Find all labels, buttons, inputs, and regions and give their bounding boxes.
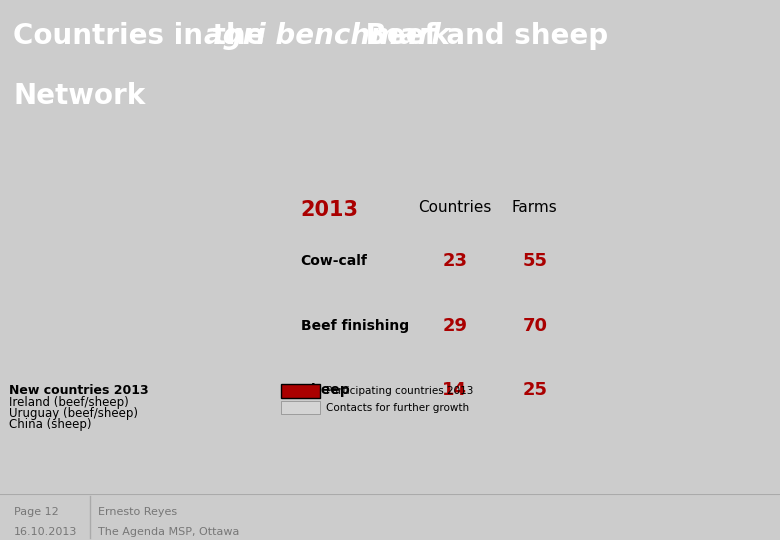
Text: Participating countries 2013: Participating countries 2013 (326, 387, 473, 396)
Text: Network: Network (13, 82, 146, 110)
Text: Farms: Farms (512, 200, 558, 214)
Text: The Agenda MSP, Ottawa: The Agenda MSP, Ottawa (98, 527, 239, 537)
Text: 25: 25 (523, 381, 548, 399)
Text: 16.10.2013: 16.10.2013 (14, 527, 77, 537)
Text: Uruguay (beef/sheep): Uruguay (beef/sheep) (9, 407, 138, 420)
Text: Ernesto Reyes: Ernesto Reyes (98, 507, 176, 517)
Text: Countries: Countries (418, 200, 491, 214)
Text: 70: 70 (523, 316, 548, 334)
Text: Beef finishing: Beef finishing (300, 319, 409, 333)
Text: Countries in the: Countries in the (13, 22, 275, 50)
Text: 29: 29 (442, 316, 467, 334)
Text: Beef and sheep: Beef and sheep (356, 22, 608, 50)
Text: 2013: 2013 (300, 200, 359, 220)
Text: 14: 14 (442, 381, 467, 399)
Text: Sheep: Sheep (300, 383, 349, 397)
Text: 23: 23 (442, 252, 467, 271)
Text: 55: 55 (523, 252, 548, 271)
Text: China (sheep): China (sheep) (9, 418, 92, 431)
Text: Ireland (beef/sheep): Ireland (beef/sheep) (9, 396, 129, 409)
Text: agri benchmark: agri benchmark (204, 22, 450, 50)
Text: Page 12: Page 12 (14, 507, 58, 517)
Text: Contacts for further growth: Contacts for further growth (326, 403, 469, 413)
Text: Cow-calf: Cow-calf (300, 254, 367, 268)
Text: New countries 2013: New countries 2013 (9, 384, 149, 397)
